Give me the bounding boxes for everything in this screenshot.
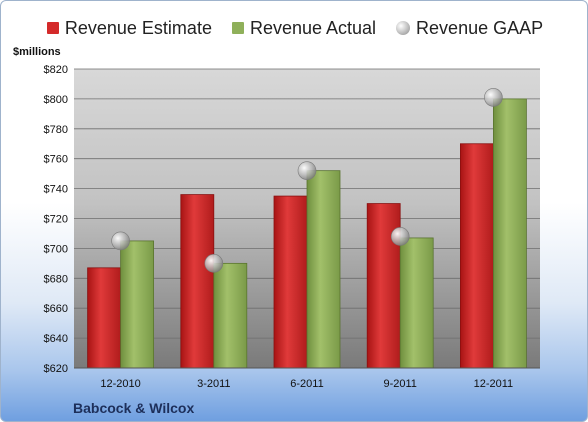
- legend-item-actual: Revenue Actual: [231, 17, 377, 39]
- y-tick-label: $640: [44, 333, 68, 345]
- bar-revenue-actual: [120, 240, 154, 369]
- gaap-markers: [111, 88, 503, 273]
- bar-revenue-estimate: [459, 143, 494, 369]
- marker-revenue-gaap: [204, 254, 224, 273]
- y-tick-label: $720: [44, 214, 68, 226]
- x-tick-label: 6-2011: [290, 378, 323, 390]
- bar-revenue-estimate: [366, 203, 401, 369]
- bar-revenue-actual: [399, 237, 434, 369]
- y-tick-label: $660: [44, 303, 68, 315]
- bar-revenue-estimate: [273, 195, 308, 369]
- x-tick-label: 3-2011: [197, 378, 230, 390]
- bar-revenue-actual: [306, 170, 341, 369]
- y-tick-label: $620: [44, 363, 68, 375]
- marker-revenue-gaap: [484, 88, 503, 107]
- legend-swatch-actual: [231, 22, 244, 34]
- y-tick-label: $680: [44, 273, 68, 285]
- legend-item-estimate: Revenue Estimate: [46, 17, 212, 39]
- bar-revenue-estimate: [87, 267, 121, 369]
- x-tick-label: 9-2011: [383, 378, 416, 390]
- bar-revenue-actual: [492, 98, 527, 369]
- legend-swatch-estimate: [46, 22, 59, 34]
- x-tick-label: 12-2011: [474, 378, 514, 390]
- bar-revenue-actual: [213, 262, 248, 369]
- legend: Revenue Estimate Revenue Actual Revenue …: [1, 15, 587, 41]
- y-tick-label: $740: [44, 184, 68, 196]
- legend-item-gaap: Revenue GAAP: [396, 18, 543, 39]
- y-tick-label: $800: [44, 94, 68, 106]
- y-tick-label: $760: [44, 154, 68, 166]
- legend-label-gaap: Revenue GAAP: [416, 17, 544, 38]
- y-tick-label: $700: [44, 243, 68, 255]
- marker-revenue-gaap: [111, 231, 130, 251]
- y-tick-label: $820: [44, 64, 68, 76]
- legend-swatch-gaap: [396, 21, 411, 35]
- x-tick-label: 12-2010: [100, 378, 140, 390]
- bar-revenue-estimate: [180, 194, 215, 369]
- y-tick-label: $780: [44, 124, 68, 136]
- x-axis-ticks: 12-2010 3-2011 6-2011 9-2011 12-2011: [100, 378, 513, 390]
- y-axis-unit-label: $millions: [13, 46, 61, 58]
- legend-label-actual: Revenue Actual: [249, 17, 377, 38]
- bars: [87, 98, 527, 369]
- marker-revenue-gaap: [297, 161, 317, 180]
- y-axis-ticks: $620 $640 $660 $680 $700 $720 $740 $760 $780 $800…: [44, 64, 68, 375]
- legend-label-estimate: Revenue Estimate: [64, 17, 212, 38]
- marker-revenue-gaap: [390, 227, 410, 246]
- company-name: Babcock & Wilcox: [73, 400, 195, 416]
